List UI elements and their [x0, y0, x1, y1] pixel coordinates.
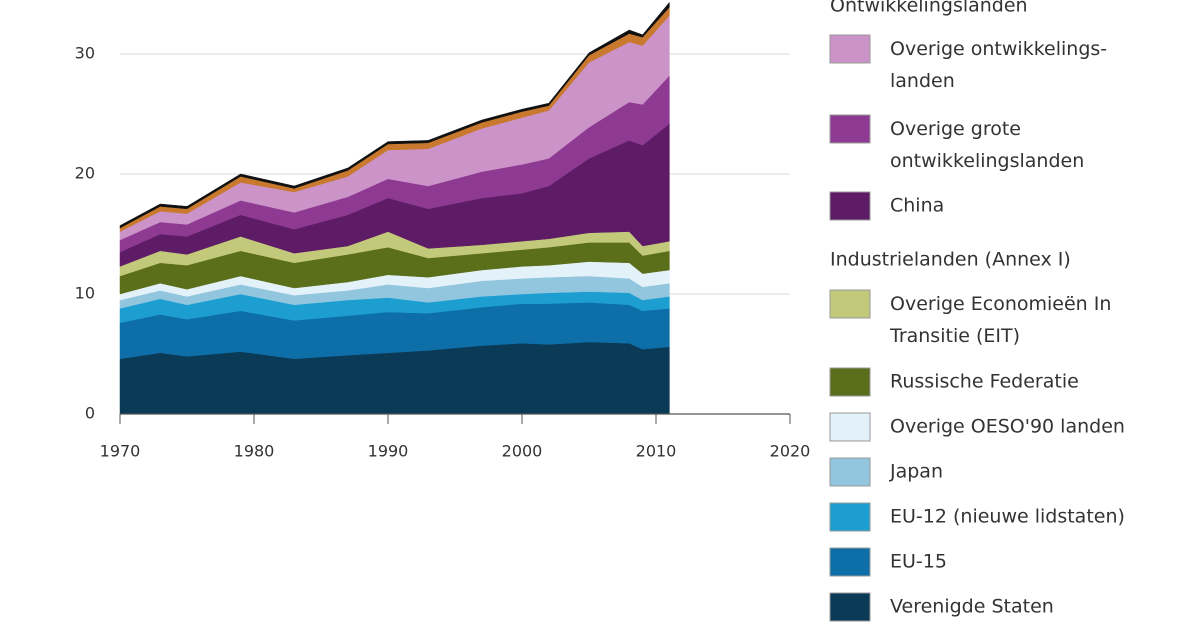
legend-label: Japan	[889, 461, 943, 483]
x-tick-label: 1970	[100, 442, 141, 461]
legend-label: EU-15	[890, 551, 947, 573]
y-tick-label: 10	[75, 284, 95, 303]
legend-label: EU-12 (nieuwe lidstaten)	[890, 506, 1125, 528]
area	[119, 1, 670, 229]
legend-swatch	[829, 367, 871, 397]
x-tick-label: 2000	[502, 442, 543, 461]
legend-swatch	[829, 114, 871, 144]
legend-label: Russische Federatie	[890, 371, 1079, 393]
legend-swatch	[829, 289, 871, 319]
legend-label: Overige grote ontwikkelingslanden	[890, 118, 1084, 172]
legend-label: Overige Economieën In Transitie (EIT)	[889, 293, 1111, 347]
x-tick-label: 2010	[636, 442, 677, 461]
legend-heading: Industrielanden (Annex I)	[830, 249, 1071, 271]
x-tick-label: 2020	[770, 442, 811, 461]
legend-swatch	[829, 592, 871, 622]
x-tick-label: 1990	[368, 442, 409, 461]
y-tick-label: 0	[85, 404, 95, 423]
y-tick-label: 20	[75, 164, 95, 183]
legend-swatch	[829, 191, 871, 221]
y-tick-label: 30	[75, 44, 95, 63]
legend-label: Overige ontwikkelings-landen	[890, 38, 1107, 92]
legend-label: Overige OESO'90 landen	[890, 416, 1125, 438]
legend-swatch	[829, 34, 871, 64]
legend-swatch	[829, 412, 871, 442]
legend-swatch	[829, 457, 871, 487]
x-tick-label: 1980	[234, 442, 275, 461]
legend-heading: Ontwikkelingslanden	[830, 0, 1028, 17]
legend-label: China	[890, 195, 944, 217]
legend-swatch	[829, 547, 871, 577]
legend-label: Verenigde Staten	[890, 596, 1054, 618]
legend-swatch	[829, 502, 871, 532]
